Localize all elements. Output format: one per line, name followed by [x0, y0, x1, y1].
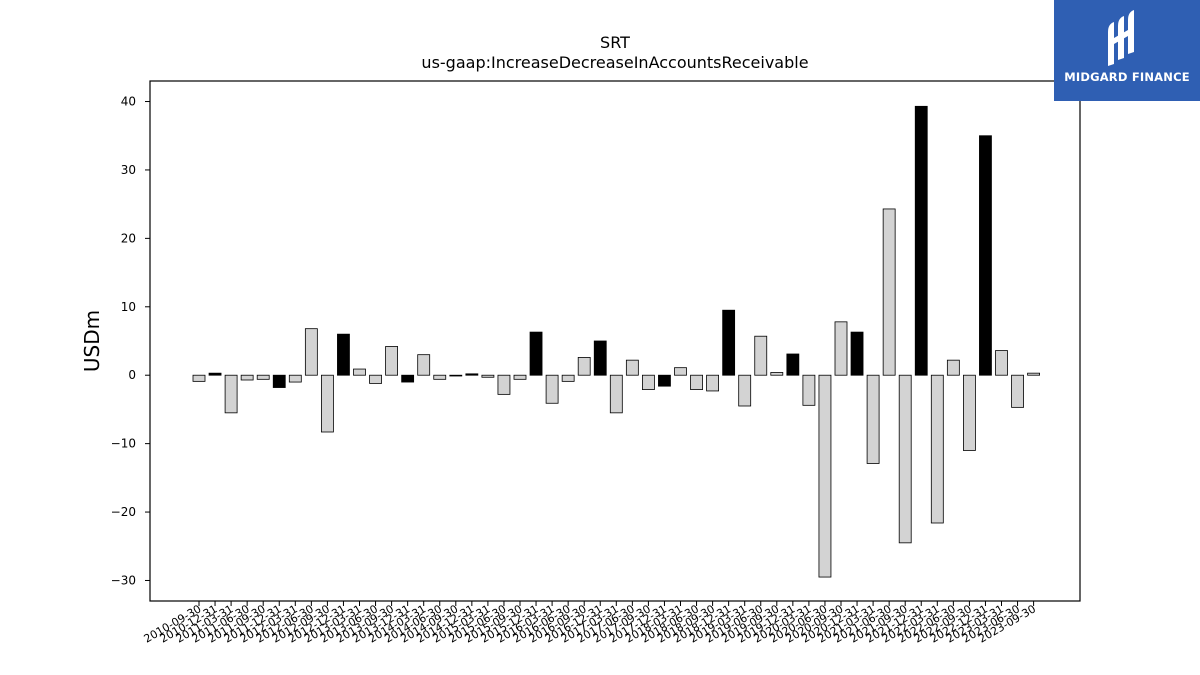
bar-2015-06-30 [497, 374, 511, 395]
bar-2011-03-31 [224, 374, 238, 414]
bar-2021-12-31 [914, 105, 928, 376]
bar-2020-06-30 [818, 374, 832, 578]
bar-2017-06-30 [625, 359, 639, 376]
y-tick-label: 20 [121, 231, 136, 245]
bar-2019-06-30 [754, 335, 768, 376]
bar-2013-03-31 [353, 368, 366, 376]
bar-2012-03-31 [288, 374, 302, 383]
bar-2020-09-30 [834, 321, 848, 376]
y-tick-label: 10 [121, 300, 136, 314]
bars-group [192, 105, 1040, 578]
bar-2011-09-30 [256, 374, 270, 380]
bar-2014-06-30 [433, 374, 447, 380]
bar-2017-12-31 [658, 374, 671, 387]
bar-2012-06-30 [304, 328, 318, 376]
bar-2019-03-31 [738, 374, 752, 407]
bar-2017-03-31 [609, 374, 623, 414]
y-tick-label: 30 [121, 163, 136, 177]
bar-2016-06-30 [561, 374, 575, 382]
y-tick-label: −10 [111, 437, 136, 451]
bar-2015-09-30 [513, 374, 527, 380]
bar-2019-09-30 [770, 372, 784, 376]
bar-2013-12-31 [401, 374, 415, 383]
y-tick-label: −20 [111, 505, 136, 519]
bar-2021-03-31 [866, 374, 880, 464]
logo-text: MIDGARD FINANCE [1064, 70, 1190, 84]
y-tick-label: 40 [121, 95, 136, 109]
y-axis: −30 −20 −10 0 10 20 30 40 [111, 95, 150, 587]
midgard-finance-logo: MIDGARD FINANCE [1054, 0, 1200, 101]
bar-2023-09-30 [1027, 372, 1040, 376]
bar-2013-09-30 [385, 346, 399, 376]
y-tick-label: −30 [111, 573, 136, 587]
bar-2012-12-31 [337, 333, 350, 376]
chart-subtitle: us-gaap:IncreaseDecreaseInAccountsReceiv… [421, 53, 808, 72]
bar-2018-09-30 [706, 374, 719, 392]
bar-2022-03-31 [930, 374, 944, 524]
chart-title: SRT [600, 33, 630, 52]
midgard-logo-icon [1108, 10, 1134, 66]
y-tick-label: 0 [128, 368, 136, 382]
bar-2014-12-31 [465, 373, 479, 376]
bar-2014-09-30 [449, 374, 463, 377]
bar-2015-03-31 [481, 374, 495, 378]
x-axis: 2010-09-302010-12-312011-03-312011-06-30… [142, 601, 1038, 646]
bar-2020-03-31 [802, 374, 816, 406]
bar-2023-03-31 [995, 350, 1008, 376]
bar-2018-06-30 [690, 374, 703, 390]
bar-2021-06-30 [882, 208, 896, 376]
plot-frame [149, 80, 1081, 602]
bar-2020-12-31 [850, 331, 864, 376]
y-axis-label: USDm [80, 310, 104, 372]
bar-2010-12-31 [208, 372, 222, 376]
bar-2016-03-31 [545, 374, 559, 404]
bar-2015-12-31 [529, 331, 543, 376]
bar-2022-06-30 [946, 359, 960, 376]
bar-2018-12-31 [722, 309, 736, 376]
bar-2013-06-30 [369, 374, 382, 384]
bar-2022-09-30 [963, 374, 976, 451]
bar-2017-09-30 [642, 374, 655, 390]
bar-2016-12-31 [593, 340, 607, 376]
bar-2023-06-30 [1011, 374, 1024, 408]
bar-2011-12-31 [272, 374, 286, 388]
bar-2019-12-31 [786, 353, 800, 376]
bar-2014-03-31 [417, 354, 431, 376]
bar-2012-09-30 [320, 374, 334, 433]
bar-2018-03-31 [674, 367, 687, 376]
bar-2016-09-30 [577, 357, 591, 376]
bar-2021-09-30 [898, 374, 912, 544]
bar-2010-09-30 [192, 374, 206, 382]
bar-2022-12-31 [979, 135, 992, 376]
bar-2011-06-30 [240, 374, 254, 381]
